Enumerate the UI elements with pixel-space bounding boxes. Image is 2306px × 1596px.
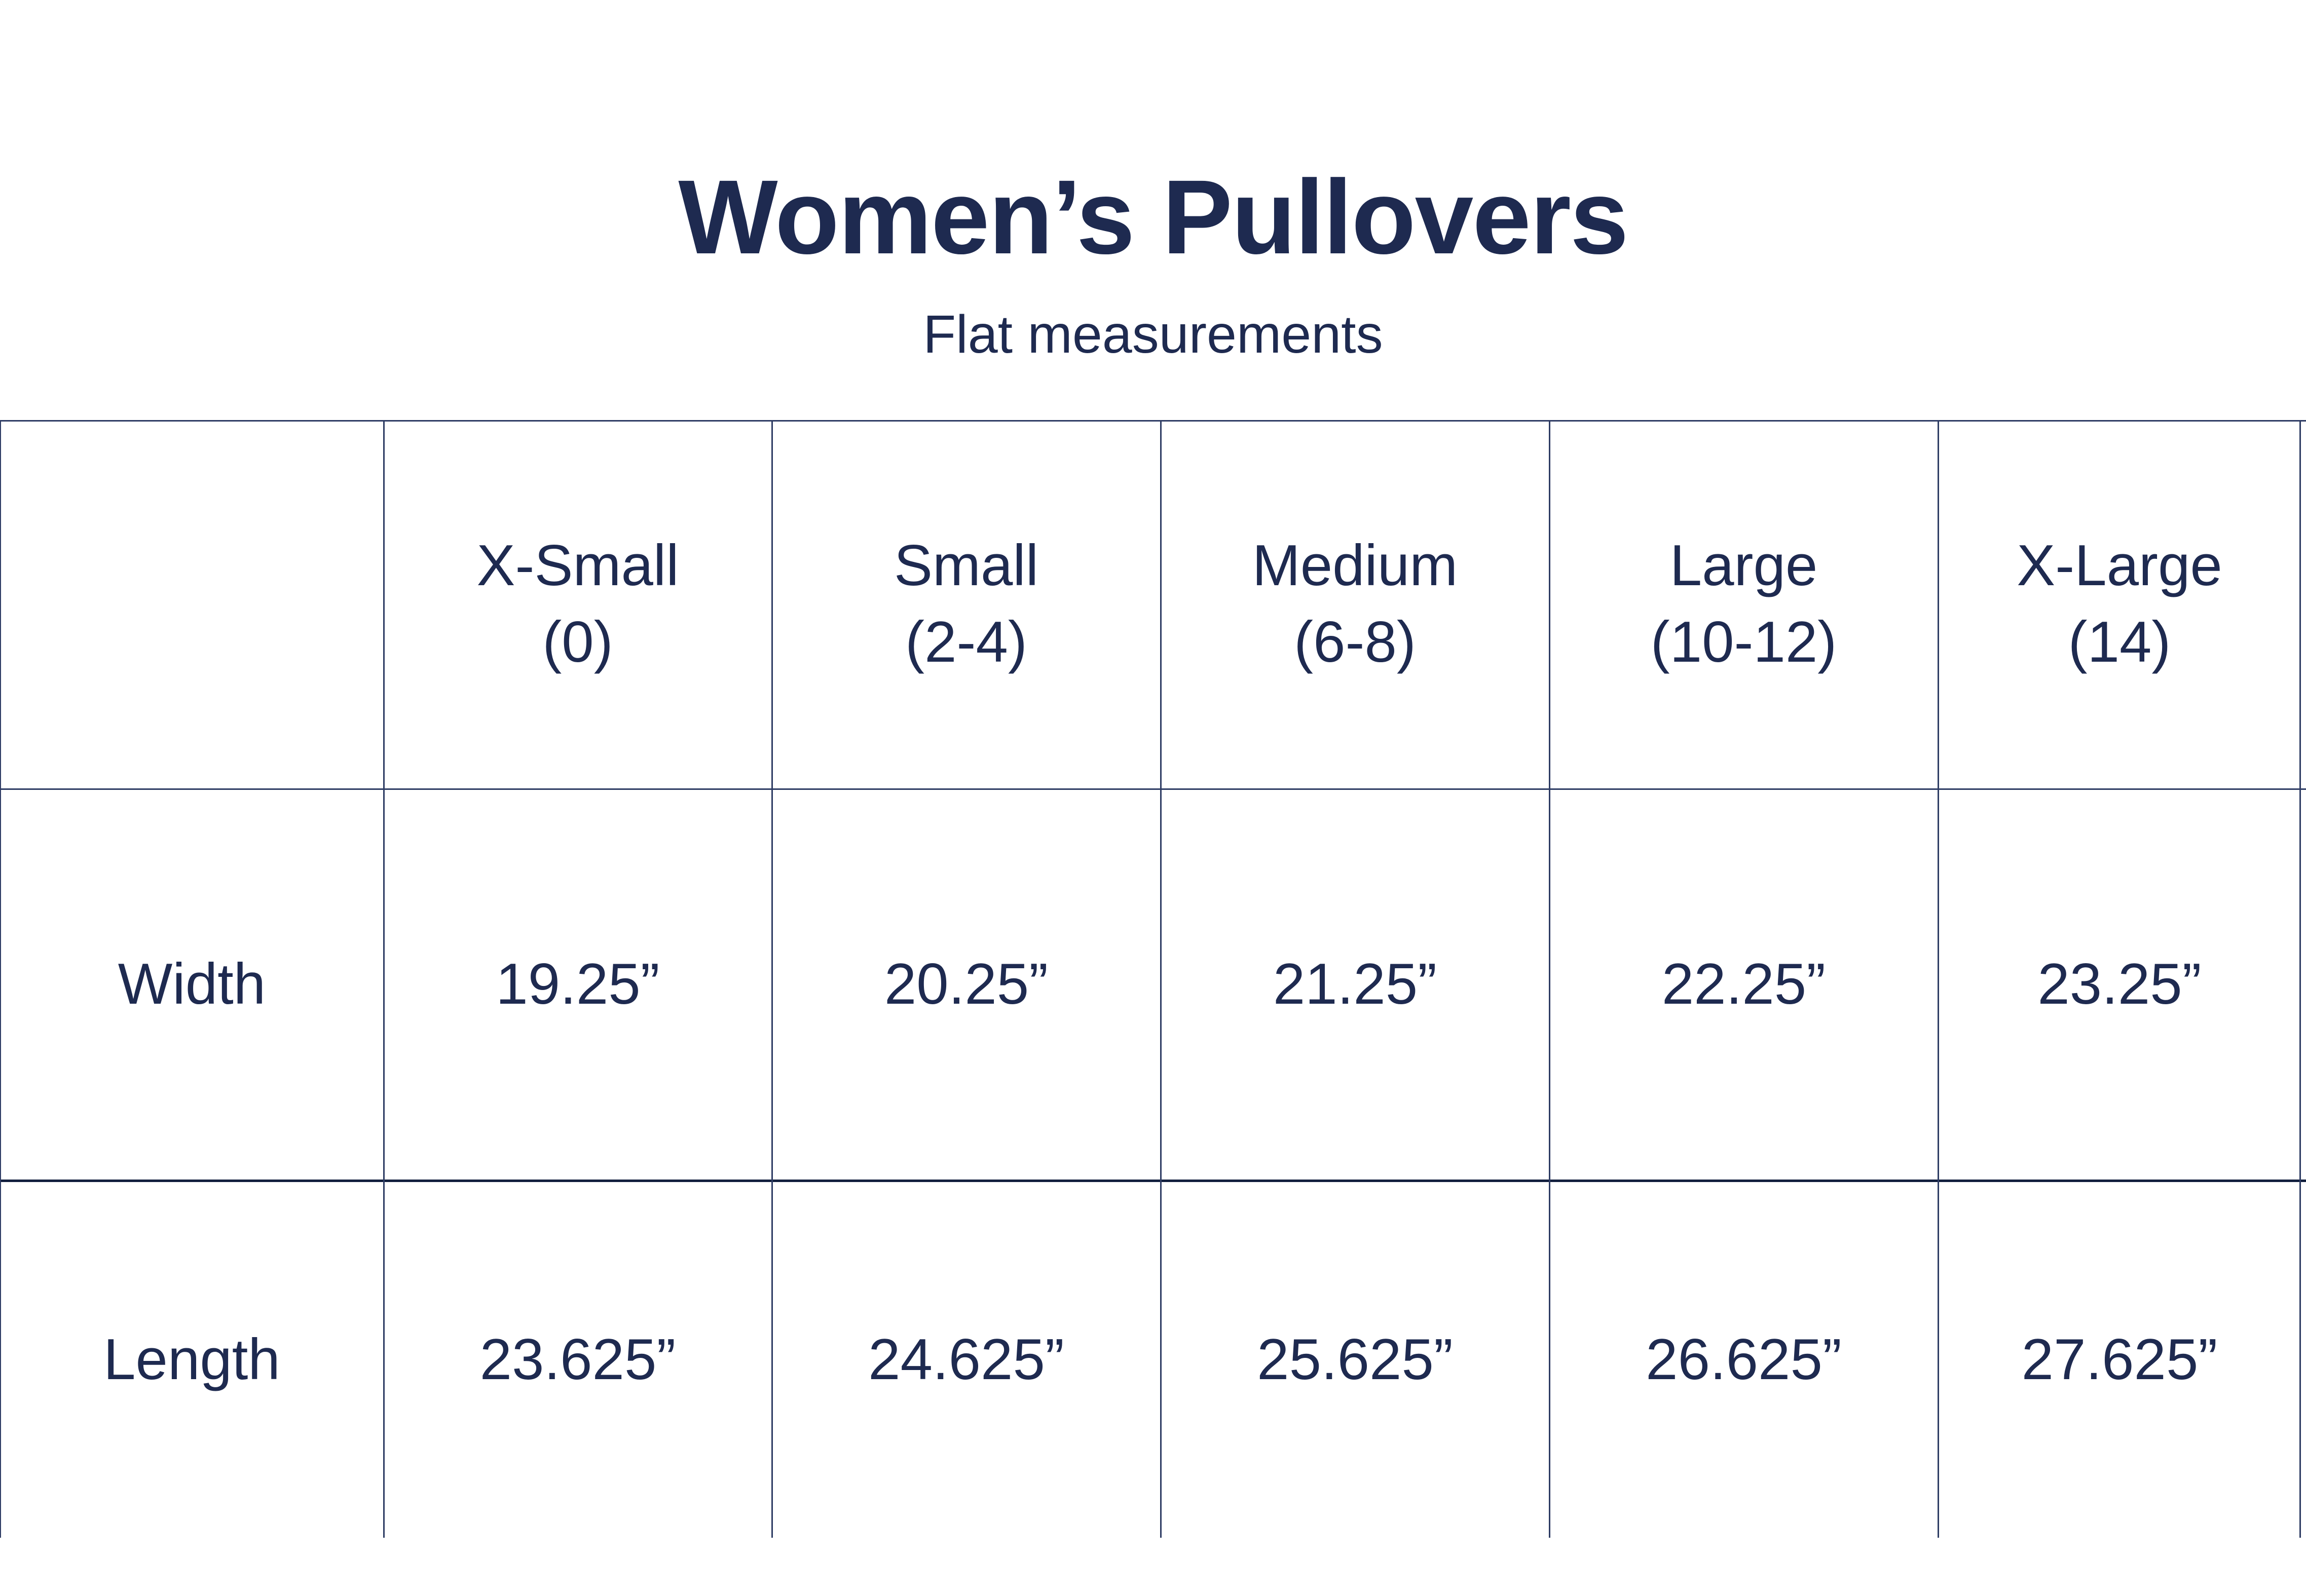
cell-width-medium: 21.25”	[1273, 952, 1437, 1017]
grid-hline-top	[0, 420, 2306, 422]
cell-width-large: 22.25”	[1661, 952, 1826, 1017]
grid-vline-left-border	[0, 420, 1, 1538]
page-title: Women’s Pullovers	[678, 159, 1628, 276]
grid-vline-2	[771, 420, 773, 1538]
column-range-label: (2-4)	[905, 610, 1027, 674]
grid-hline-row-divider	[0, 1180, 2306, 1182]
column-size-label: X-Large	[2017, 534, 2222, 598]
column-range-label: (14)	[2068, 610, 2171, 674]
cell-width-x-small: 19.25”	[496, 952, 660, 1017]
cell-length-large: 26.625”	[1646, 1327, 1842, 1392]
column-range-label: (0)	[542, 610, 613, 674]
column-header-medium: Medium (6-8)	[1161, 420, 1549, 788]
cell-width-small: 20.25”	[884, 952, 1049, 1017]
grid-vline-3	[1160, 420, 1162, 1538]
corner-blank-cell	[0, 420, 384, 788]
row-label-length: Length	[103, 1327, 280, 1392]
cell-width-x-large: 23.25”	[2037, 952, 2202, 1017]
column-size-label: Medium	[1252, 534, 1458, 598]
column-header-small: Small (2-4)	[772, 420, 1161, 788]
grid-vline-5	[1938, 420, 1939, 1538]
grid-hline-header-bottom	[0, 788, 2306, 790]
page-subtitle: Flat measurements	[923, 305, 1383, 364]
column-size-label: Small	[894, 534, 1039, 598]
cell-length-medium: 25.625”	[1257, 1327, 1453, 1392]
column-size-label: Large	[1669, 534, 1818, 598]
row-label-width: Width	[118, 952, 266, 1017]
cell-length-small: 24.625”	[868, 1327, 1064, 1392]
grid-vline-right-border	[2299, 420, 2301, 1538]
size-table: X-Small (0) Small (2-4) Medium (6-8) Lar…	[0, 420, 2306, 1538]
cell-length-x-large: 27.625”	[2021, 1327, 2218, 1392]
column-header-x-small: X-Small (0)	[384, 420, 772, 788]
cell-length-x-small: 23.625”	[479, 1327, 676, 1392]
column-range-label: (10-12)	[1650, 610, 1837, 674]
column-range-label: (6-8)	[1294, 610, 1416, 674]
grid-vline-1	[383, 420, 385, 1538]
column-header-x-large: X-Large (14)	[1938, 420, 2301, 788]
column-size-label: X-Small	[476, 534, 679, 598]
grid-vline-4	[1549, 420, 1550, 1538]
column-header-large: Large (10-12)	[1549, 420, 1938, 788]
